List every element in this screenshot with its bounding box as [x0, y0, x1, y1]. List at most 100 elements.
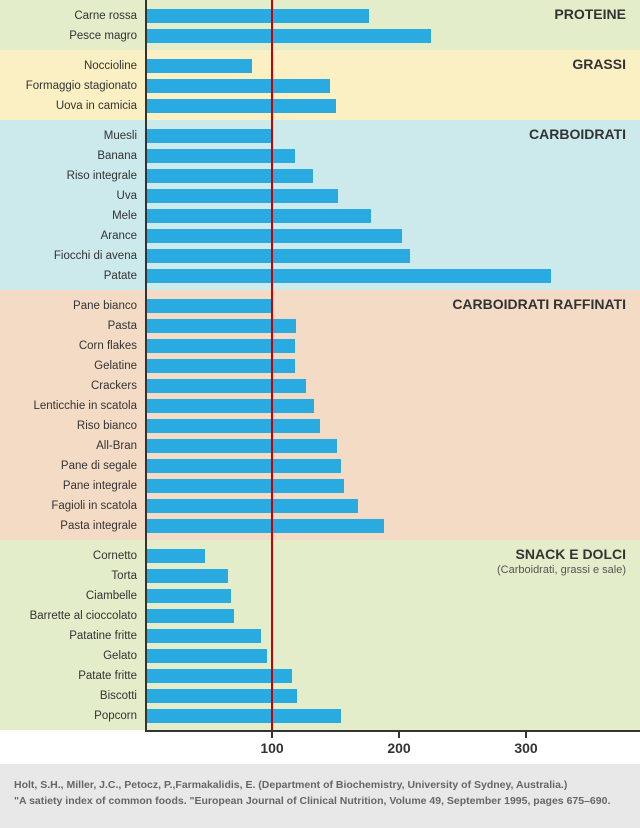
bar: [145, 79, 330, 93]
bar-label: Riso integrale: [0, 170, 145, 182]
group-4: SNACK E DOLCI(Carboidrati, grassi e sale…: [0, 540, 640, 730]
bar-cell: [145, 6, 640, 26]
bar-cell: [145, 646, 640, 666]
bar: [145, 209, 371, 223]
x-tick-label: 100: [260, 740, 283, 756]
bar-row: Fagioli in scatola: [0, 496, 640, 516]
bar-label: Lenticchie in scatola: [0, 400, 145, 412]
bar-label: Pesce magro: [0, 30, 145, 42]
bar-label: Mele: [0, 210, 145, 222]
bar-cell: [145, 126, 640, 146]
bar-row: Lenticchie in scatola: [0, 396, 640, 416]
bar-label: Patatine fritte: [0, 630, 145, 642]
bar-row: Corn flakes: [0, 336, 640, 356]
bar-row: Uva: [0, 186, 640, 206]
bar-row: Pane di segale: [0, 456, 640, 476]
citation-line-2: "A satiety index of common foods. "Europ…: [14, 794, 626, 810]
bar-row: Banana: [0, 146, 640, 166]
chart-groups: PROTEINECarne rossaPesce magroGRASSINocc…: [0, 0, 640, 730]
bar-label: Gelatine: [0, 360, 145, 372]
bar: [145, 649, 267, 663]
bar-label: Formaggio stagionato: [0, 80, 145, 92]
bar-cell: [145, 376, 640, 396]
bar-cell: [145, 76, 640, 96]
bar-row: Muesli: [0, 126, 640, 146]
bar-row: Torta: [0, 566, 640, 586]
bar-cell: [145, 166, 640, 186]
bar-cell: [145, 146, 640, 166]
bar-cell: [145, 706, 640, 726]
bar-row: Mele: [0, 206, 640, 226]
bar-label: Fagioli in scatola: [0, 500, 145, 512]
bar-row: Biscotti: [0, 686, 640, 706]
group-1: GRASSINocciolineFormaggio stagionatoUova…: [0, 50, 640, 120]
bar-cell: [145, 226, 640, 246]
bar-label: Corn flakes: [0, 340, 145, 352]
group-3: CARBOIDRATI RAFFINATIPane biancoPastaCor…: [0, 290, 640, 540]
bar: [145, 629, 261, 643]
bar-cell: [145, 416, 640, 436]
bar-cell: [145, 96, 640, 116]
bar-label: Patate: [0, 270, 145, 282]
bar-label: Crackers: [0, 380, 145, 392]
x-axis: [145, 730, 640, 732]
bar-row: Carne rossa: [0, 6, 640, 26]
bar-cell: [145, 566, 640, 586]
bar-cell: [145, 686, 640, 706]
bar-label: Muesli: [0, 130, 145, 142]
bar-cell: [145, 356, 640, 376]
bar-cell: [145, 56, 640, 76]
bar-label: Biscotti: [0, 690, 145, 702]
bar: [145, 379, 306, 393]
bar-row: Pasta integrale: [0, 516, 640, 536]
x-tick-label: 300: [514, 740, 537, 756]
bar-cell: [145, 246, 640, 266]
bar-cell: [145, 316, 640, 336]
bar-row: Patatine fritte: [0, 626, 640, 646]
satiety-index-chart: PROTEINECarne rossaPesce magroGRASSINocc…: [0, 0, 640, 764]
bar-cell: [145, 266, 640, 286]
bar-label: Fiocchi di avena: [0, 250, 145, 262]
bar-label: Arance: [0, 230, 145, 242]
bar: [145, 499, 358, 513]
bar-row: Fiocchi di avena: [0, 246, 640, 266]
bar-label: Carne rossa: [0, 10, 145, 22]
bar: [145, 419, 320, 433]
bar: [145, 129, 272, 143]
bar-cell: [145, 436, 640, 456]
bar-row: Crackers: [0, 376, 640, 396]
bar-row: Ciambelle: [0, 586, 640, 606]
bar-label: Cornetto: [0, 550, 145, 562]
bar: [145, 59, 252, 73]
bar: [145, 709, 341, 723]
bar-cell: [145, 606, 640, 626]
bar: [145, 319, 296, 333]
bar-row: Riso integrale: [0, 166, 640, 186]
bar: [145, 569, 228, 583]
bar: [145, 439, 337, 453]
bar: [145, 169, 313, 183]
bar: [145, 229, 402, 243]
bar-label: Pasta: [0, 320, 145, 332]
bar-row: Patate fritte: [0, 666, 640, 686]
y-axis: [145, 0, 147, 730]
bar-row: Pasta: [0, 316, 640, 336]
bar-label: Gelato: [0, 650, 145, 662]
bar: [145, 299, 272, 313]
bar: [145, 9, 369, 23]
bar: [145, 609, 234, 623]
bar-row: All-Bran: [0, 436, 640, 456]
bar-cell: [145, 206, 640, 226]
bar-row: Cornetto: [0, 546, 640, 566]
x-tick: [525, 730, 527, 738]
bar-label: Riso bianco: [0, 420, 145, 432]
bar: [145, 589, 231, 603]
bar-cell: [145, 496, 640, 516]
bar-cell: [145, 26, 640, 46]
bar: [145, 99, 336, 113]
group-2: CARBOIDRATIMuesliBananaRiso integraleUva…: [0, 120, 640, 290]
bar-cell: [145, 666, 640, 686]
bar-row: Barrette al cioccolato: [0, 606, 640, 626]
bar-label: Popcorn: [0, 710, 145, 722]
bar-label: Pasta integrale: [0, 520, 145, 532]
